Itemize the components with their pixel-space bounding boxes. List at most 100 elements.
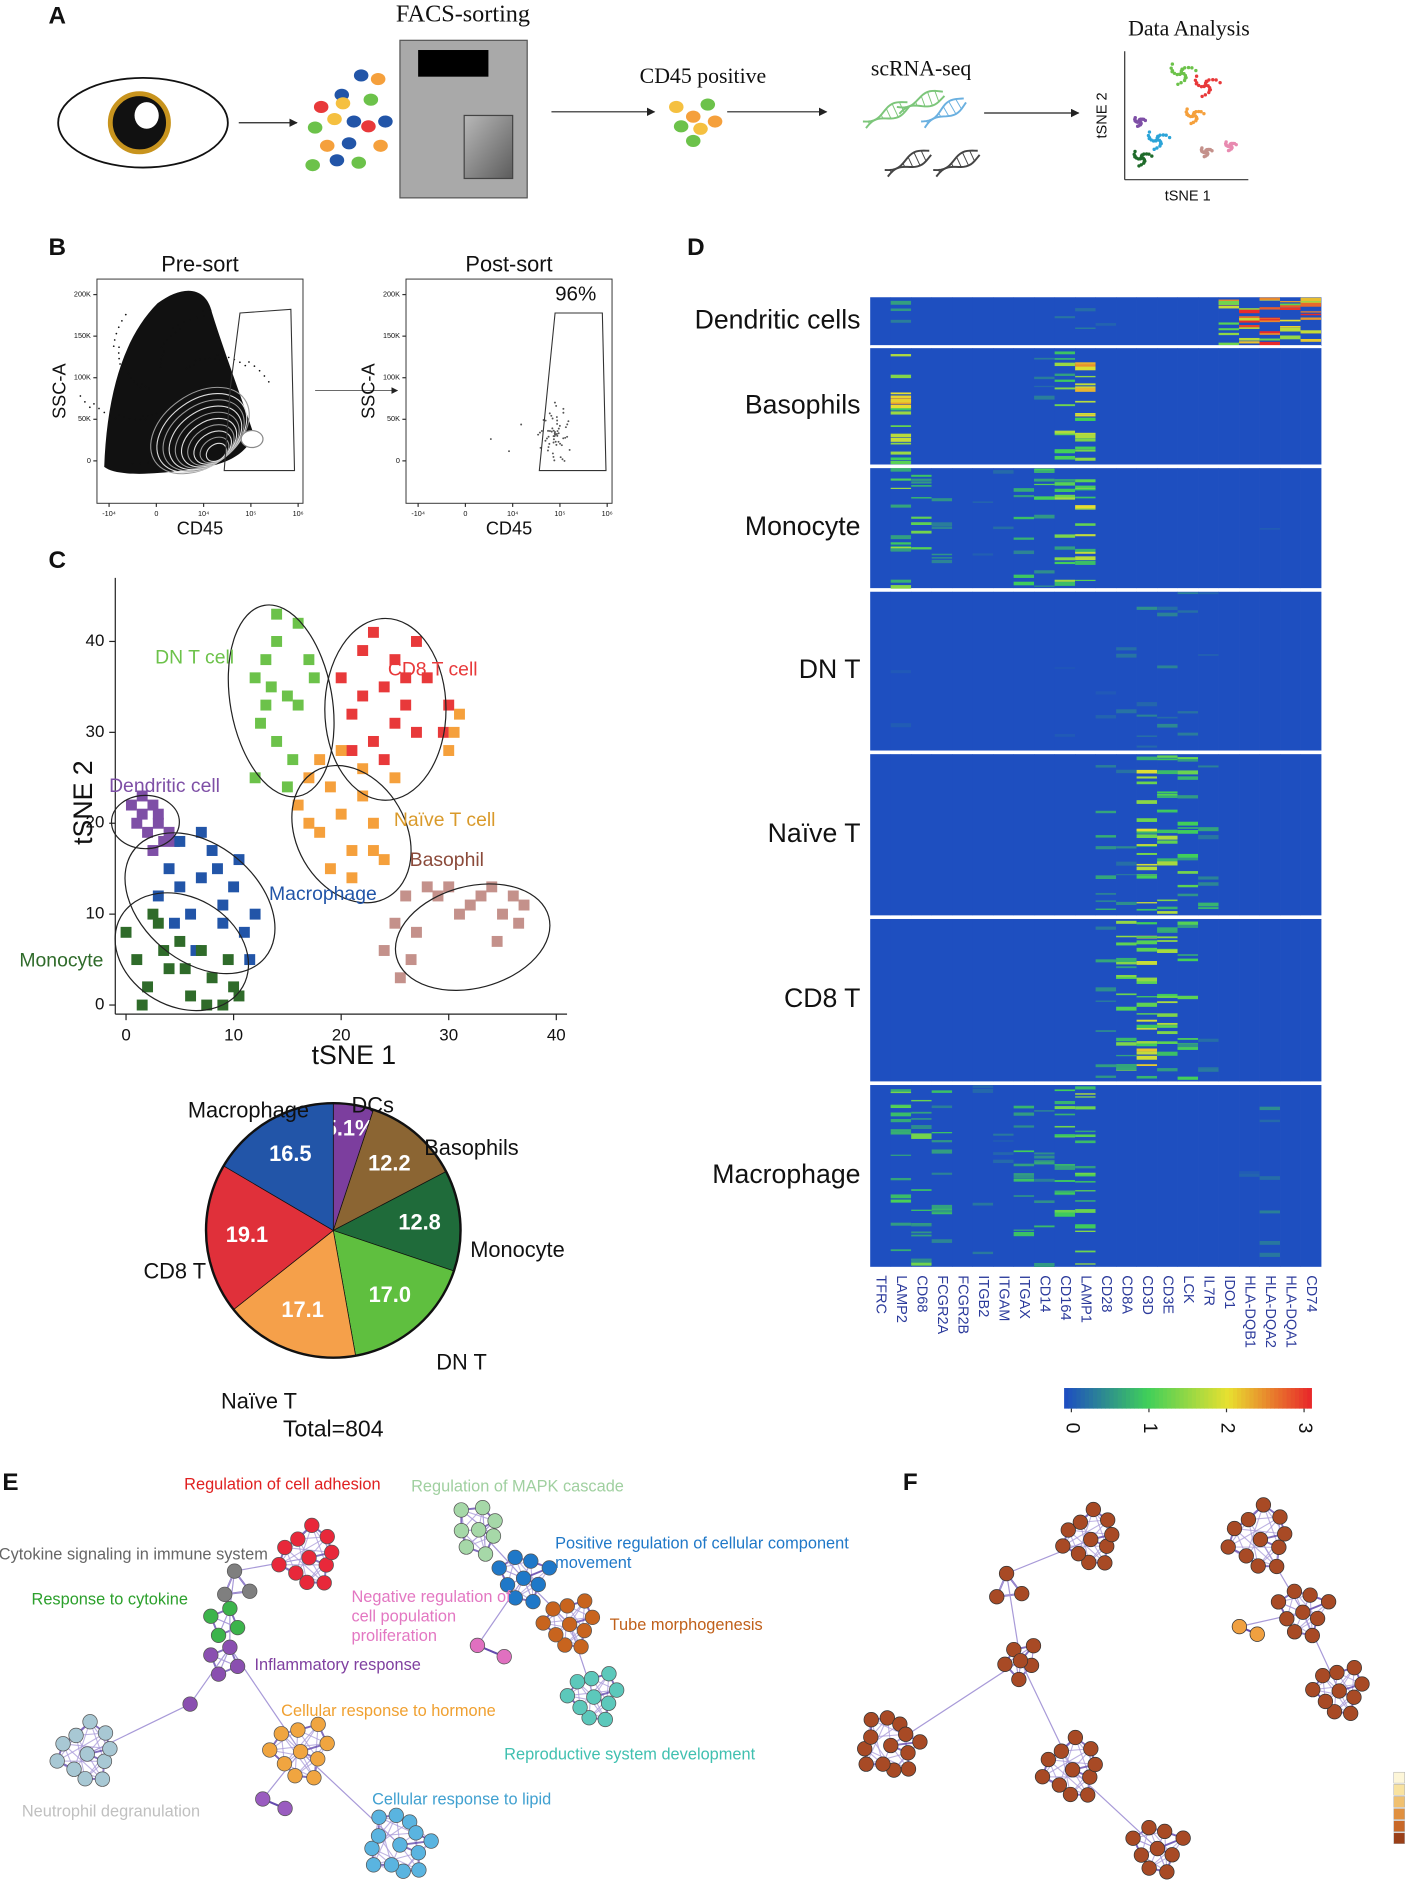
- cell-stripe: [1013, 516, 1035, 520]
- mini-point: [1133, 149, 1137, 154]
- pie-value-label: 12.2: [368, 1150, 410, 1175]
- cell-stripe: [1136, 874, 1158, 876]
- heatmap-cell: [993, 591, 1015, 751]
- heatmap-cell: [1218, 918, 1240, 1082]
- network-node: [1250, 1558, 1266, 1574]
- cell-stripe: [1198, 876, 1219, 880]
- event: [550, 430, 553, 433]
- cell-background: [972, 918, 994, 1082]
- cell-stripe: [1177, 592, 1199, 595]
- heatmap-cell: [870, 348, 892, 465]
- network-node: [229, 1658, 246, 1675]
- network-node: [290, 1722, 306, 1738]
- event: [209, 309, 212, 312]
- event: [151, 413, 154, 416]
- panel-label: F: [903, 1469, 918, 1496]
- cell-stripe: [1177, 776, 1199, 780]
- cell-stripe: [972, 1202, 994, 1206]
- heatmap-cell: [1300, 297, 1322, 346]
- colorbar-step: [1158, 1388, 1164, 1409]
- scatter-point: [346, 708, 358, 720]
- cell-background: [1300, 348, 1322, 465]
- event: [174, 331, 177, 334]
- event: [555, 416, 558, 419]
- x-tick-label: 10⁵: [554, 509, 565, 518]
- dna-icon: [896, 89, 946, 115]
- cell-stripe: [890, 354, 912, 357]
- heatmap-cell: [1259, 918, 1281, 1082]
- x-tick-label: 20: [332, 1025, 351, 1044]
- y-tick-label: 40: [86, 631, 105, 650]
- cell-stripe: [931, 498, 953, 502]
- network-node: [1238, 1548, 1254, 1564]
- network-edge: [284, 1546, 332, 1553]
- cell-stripe: [911, 1262, 932, 1266]
- colorbar-step: [1266, 1388, 1271, 1409]
- event: [244, 364, 247, 367]
- colorbar-step: [1270, 1388, 1275, 1409]
- network-node: [410, 1845, 427, 1861]
- event: [113, 339, 116, 341]
- cell-stripe: [1054, 579, 1076, 582]
- mini-point: [1205, 152, 1210, 156]
- cell-stripe: [1034, 1178, 1055, 1182]
- mini-point: [1150, 154, 1154, 158]
- event: [559, 442, 562, 445]
- colorbar-step: [1109, 1388, 1115, 1409]
- cell-background: [1300, 468, 1322, 589]
- network-node: [395, 1863, 411, 1879]
- dna-rung: [920, 95, 926, 107]
- colorbar-step: [1183, 1388, 1189, 1409]
- network-node: [998, 1565, 1015, 1582]
- cluster-label: Macrophage: [269, 883, 377, 905]
- x-tick-label: 10⁵: [245, 509, 256, 518]
- cell-background: [1239, 754, 1260, 916]
- cell-stripe: [1013, 1195, 1035, 1197]
- network-node: [1317, 1693, 1334, 1710]
- cell-stripe: [1259, 1252, 1281, 1257]
- cell-stripe: [1095, 900, 1117, 903]
- cell-background: [931, 297, 953, 346]
- heatmap-cell: [1034, 591, 1055, 751]
- y-tick-label: 150K: [74, 331, 91, 340]
- dna-rung: [927, 91, 933, 106]
- cell-stripe: [1136, 961, 1158, 965]
- network-node: [324, 1544, 340, 1561]
- cell-stripe: [1198, 1038, 1219, 1042]
- cell-stripe: [1075, 400, 1096, 403]
- mini-point: [1203, 93, 1208, 97]
- cell-background: [1054, 468, 1076, 589]
- scatter-point: [389, 772, 401, 784]
- scatter-point: [131, 954, 143, 966]
- cell-stripe: [1054, 667, 1076, 669]
- cell-background: [1157, 297, 1178, 346]
- event: [159, 411, 162, 413]
- event: [559, 456, 562, 459]
- colorbar-step: [1286, 1388, 1292, 1409]
- dna-rung: [956, 156, 962, 168]
- cell-stripe: [1198, 902, 1219, 907]
- cell-background: [1157, 754, 1178, 916]
- cell-stripe: [1054, 1190, 1076, 1195]
- network-node: [290, 1531, 306, 1547]
- cell-background: [1259, 918, 1281, 1082]
- axis-label: tSNE 2: [1095, 92, 1111, 138]
- cell-stripe: [890, 451, 912, 455]
- cell-stripe: [890, 411, 912, 415]
- cell-stripe: [1259, 1119, 1281, 1123]
- cell-background: [1198, 918, 1219, 1082]
- x-axis-label: tSNE 1: [312, 1040, 396, 1070]
- scatter-point: [400, 672, 412, 684]
- row-label: Monocyte: [745, 511, 861, 541]
- cell-stripe: [1177, 921, 1199, 926]
- event: [121, 320, 123, 322]
- cell-background: [1136, 297, 1158, 346]
- network-node: [364, 1840, 380, 1857]
- event: [258, 369, 261, 372]
- heatmap-cell: [890, 591, 912, 751]
- cell-stripe: [1136, 1075, 1158, 1079]
- network-node: [1053, 1743, 1070, 1759]
- scatter-point: [142, 826, 154, 838]
- dna-rung: [889, 169, 892, 173]
- mini-point: [1211, 77, 1215, 82]
